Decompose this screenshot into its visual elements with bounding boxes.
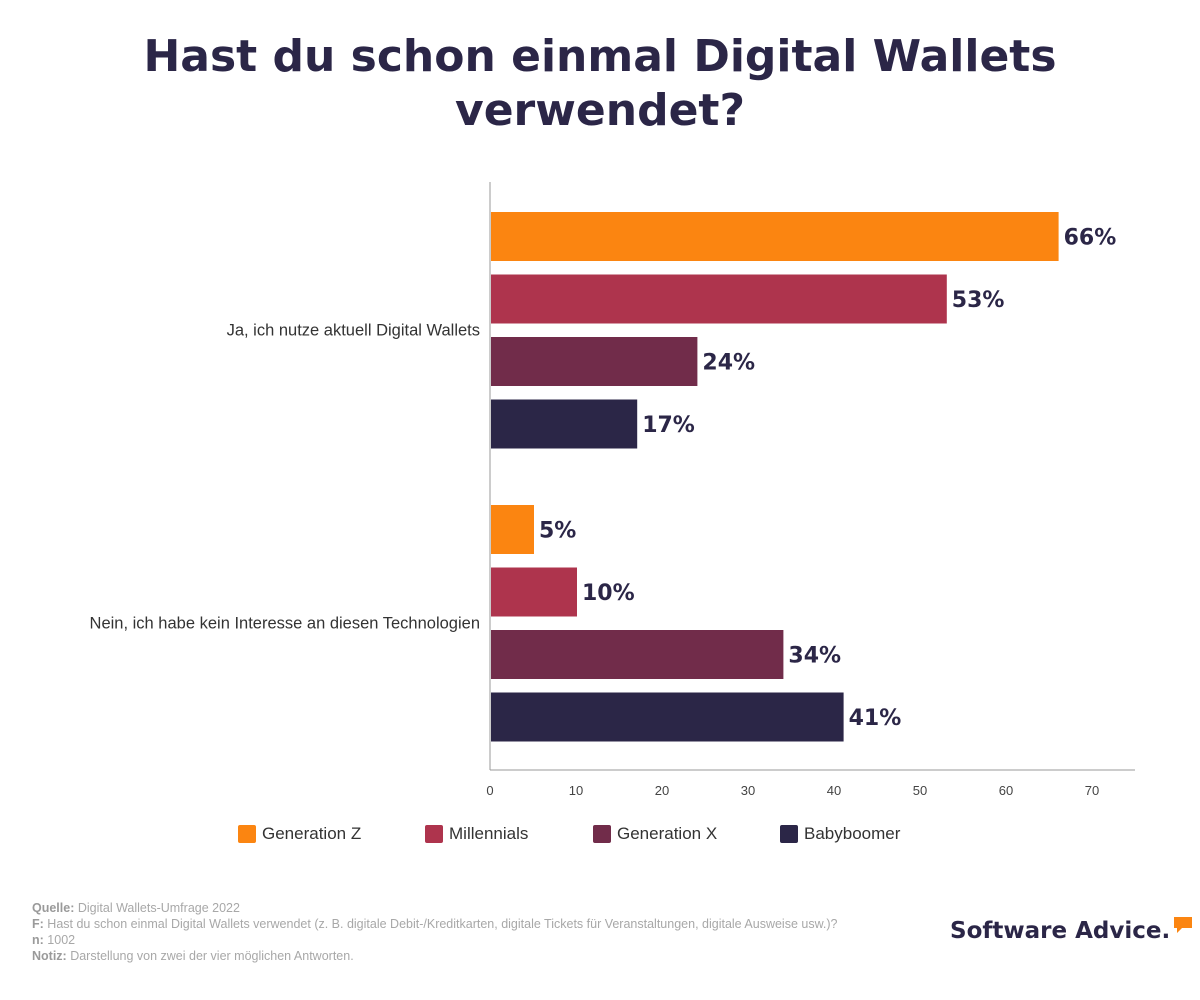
question-text: Hast du schon einmal Digital Wallets ver… bbox=[47, 917, 838, 931]
legend-item: Millennials bbox=[425, 824, 528, 844]
legend-item: Babyboomer bbox=[780, 824, 900, 844]
note-line: Notiz: Darstellung von zwei der vier mög… bbox=[32, 948, 852, 964]
question-line: F: Hast du schon einmal Digital Wallets … bbox=[32, 916, 852, 932]
legend-label: Millennials bbox=[449, 824, 529, 843]
bar bbox=[491, 337, 698, 386]
x-tick-label: 40 bbox=[827, 783, 841, 798]
legend-item: Generation Z bbox=[238, 824, 361, 844]
legend-label: Generation Z bbox=[262, 824, 362, 843]
x-tick-label: 10 bbox=[569, 783, 583, 798]
data-label: 66% bbox=[1064, 226, 1117, 251]
software-advice-logo: Software Advice. bbox=[950, 917, 1194, 944]
bar-chart: 0 10 20 30 40 50 60 70 Ja, ich nutze aktuell Dig… bbox=[90, 182, 1135, 798]
x-tick-label: 30 bbox=[741, 783, 755, 798]
speech-bubble-icon bbox=[1174, 917, 1193, 933]
bar bbox=[491, 399, 638, 449]
x-tick-label: 50 bbox=[913, 783, 927, 798]
legend-swatch bbox=[425, 825, 443, 843]
x-tick-label: 0 bbox=[486, 783, 493, 798]
note-label: Notiz: bbox=[32, 949, 67, 963]
source-label: Quelle: bbox=[32, 901, 75, 915]
x-tick-label: 20 bbox=[655, 783, 669, 798]
chart-title: Hast du schon einmal Digital Wallets ver… bbox=[143, 31, 1057, 136]
legend-item: Generation X bbox=[593, 824, 717, 844]
legend-swatch bbox=[593, 825, 611, 843]
bar bbox=[491, 274, 947, 324]
legend-label: Generation X bbox=[617, 824, 718, 843]
data-label: 10% bbox=[582, 581, 635, 606]
note-text: Darstellung von zwei der vier möglichen … bbox=[70, 949, 354, 963]
data-label: 41% bbox=[849, 706, 902, 731]
sample-size-text: 1002 bbox=[47, 933, 76, 947]
question-label: F: bbox=[32, 917, 44, 931]
x-tick-label: 70 bbox=[1085, 783, 1099, 798]
bar bbox=[491, 630, 784, 679]
sample-size-label: n: bbox=[32, 933, 44, 947]
chart-footer: Quelle: Digital Wallets-Umfrage 2022 F: … bbox=[32, 900, 852, 964]
bar bbox=[491, 212, 1059, 261]
bar bbox=[491, 505, 534, 554]
data-label: 53% bbox=[952, 288, 1005, 313]
data-label: 5% bbox=[539, 519, 576, 544]
category-label: Nein, ich habe kein Interesse an diesen … bbox=[90, 614, 480, 632]
legend-swatch bbox=[238, 825, 256, 843]
sample-size-line: n: 1002 bbox=[32, 932, 852, 948]
bar bbox=[491, 567, 577, 617]
legend-swatch bbox=[780, 825, 798, 843]
data-label: 17% bbox=[642, 413, 695, 438]
data-label: 34% bbox=[788, 644, 841, 669]
bar bbox=[491, 692, 844, 742]
data-label: 24% bbox=[702, 351, 755, 376]
x-tick-label: 60 bbox=[999, 783, 1013, 798]
legend-label: Babyboomer bbox=[804, 824, 901, 843]
source-line: Quelle: Digital Wallets-Umfrage 2022 bbox=[32, 900, 852, 916]
category-label: Ja, ich nutze aktuell Digital Wallets bbox=[227, 321, 480, 339]
logo-text: Software Advice. bbox=[950, 918, 1171, 944]
source-text: Digital Wallets-Umfrage 2022 bbox=[77, 901, 240, 915]
chart-legend: Generation Z Millennials Generation X Babyb… bbox=[0, 824, 1200, 848]
